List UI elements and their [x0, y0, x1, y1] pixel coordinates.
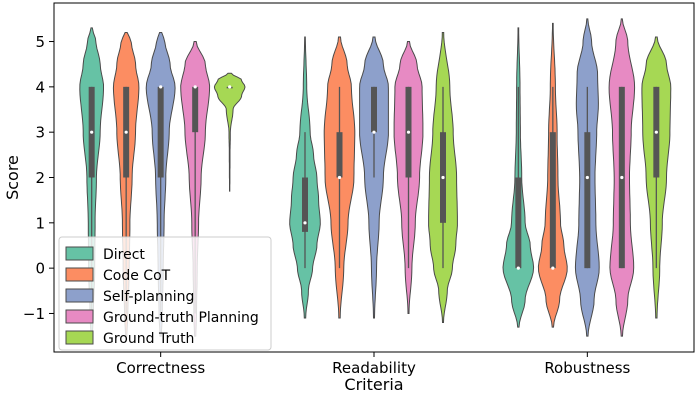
- y-tick-label: 4: [35, 78, 45, 96]
- violin-median-point: [90, 130, 94, 134]
- x-tick-label: Readability: [332, 359, 416, 377]
- violin-median-point: [228, 85, 232, 89]
- y-tick-label: 2: [35, 169, 45, 187]
- x-tick-label: Correctness: [116, 359, 205, 377]
- violin-median-point: [372, 130, 376, 134]
- violin-median-point: [303, 221, 307, 225]
- legend-swatch: [65, 330, 94, 345]
- legend-label: Direct: [103, 247, 145, 263]
- legend: Direct Code CoT Self-planning Ground-truth …: [58, 236, 272, 351]
- violin-median-point: [551, 266, 555, 270]
- violin-median-point: [516, 266, 520, 270]
- y-axis: −1 0 1 2 3 4 5: [23, 33, 54, 323]
- violin-iqr-box: [336, 132, 343, 178]
- legend-label: Ground-truth Planning: [103, 310, 259, 326]
- violin-median-point: [406, 130, 411, 134]
- legend-label: Code CoT: [103, 268, 171, 284]
- violin-iqr-box: [192, 86, 199, 133]
- legend-swatch: [65, 267, 94, 282]
- violin-median-point: [654, 130, 658, 134]
- x-tick-label: Robustness: [544, 359, 630, 377]
- violin-iqr-box: [302, 177, 308, 232]
- violin-median-point: [441, 175, 445, 180]
- y-tick-label: −1: [23, 305, 45, 323]
- x-axis: Correctness Readability Robustness: [116, 352, 631, 377]
- legend-swatch: [65, 246, 94, 261]
- y-tick-label: 5: [35, 33, 45, 51]
- y-tick-label: 0: [35, 260, 45, 278]
- y-tick-label: 1: [35, 214, 45, 232]
- violin-median-point: [585, 175, 589, 180]
- legend-swatch: [65, 309, 94, 324]
- violin-correctness-4: [213, 72, 246, 192]
- violin-iqr-box: [584, 132, 591, 269]
- violin-layer: [79, 18, 672, 337]
- legend-swatch: [65, 288, 94, 303]
- legend-label: Ground Truth: [103, 331, 194, 347]
- violin-median-point: [159, 85, 163, 89]
- violin-median-point: [193, 85, 197, 89]
- violin-median-point: [124, 130, 128, 134]
- violin-median-point: [337, 175, 342, 180]
- violin-iqr-box: [549, 132, 556, 269]
- violin-median-point: [620, 175, 624, 180]
- y-axis-label: Score: [3, 155, 22, 200]
- violin-iqr-box: [157, 86, 164, 178]
- violin-iqr-box: [515, 177, 522, 269]
- legend-box: [58, 236, 272, 351]
- y-tick-label: 3: [35, 124, 45, 142]
- violin-iqr-box: [371, 86, 377, 133]
- x-axis-label: Criteria: [344, 375, 403, 394]
- legend-label: Self-planning: [103, 289, 194, 305]
